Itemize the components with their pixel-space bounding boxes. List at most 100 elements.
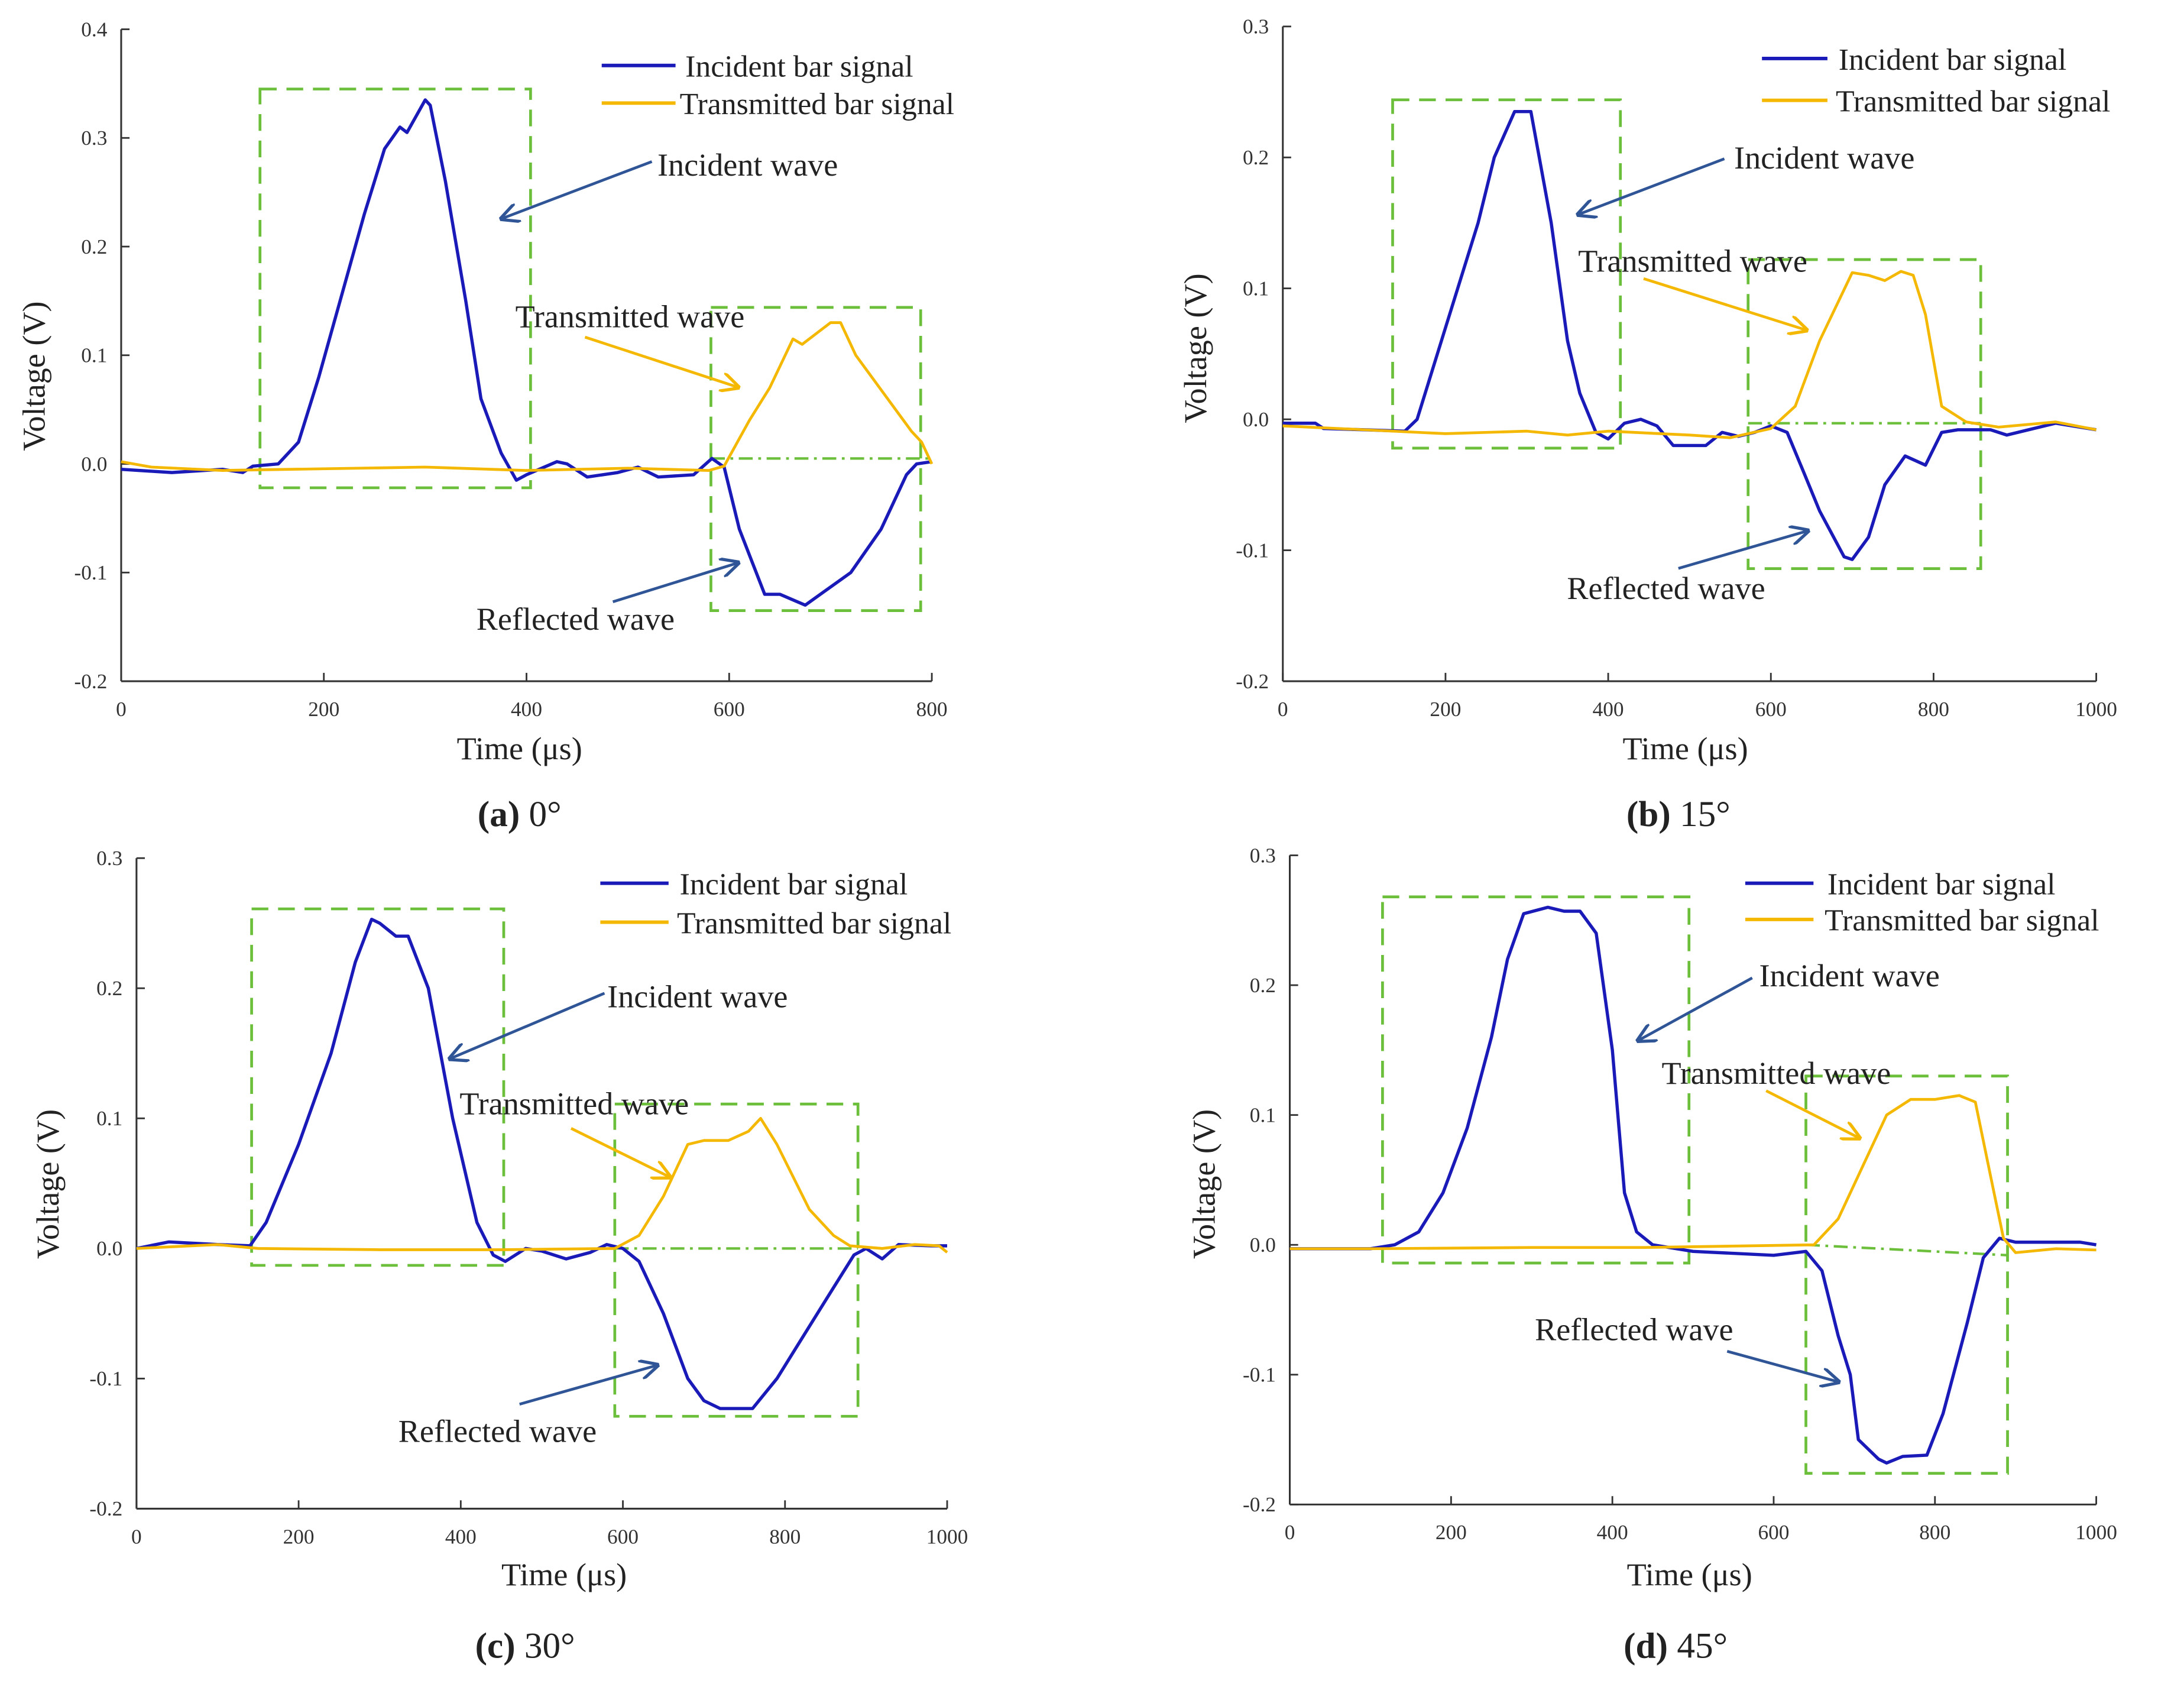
reflected-wave-arrow [612, 563, 738, 604]
x-tick-label: 1000 [2075, 698, 2117, 721]
reflected-wave-annotation: Reflected wave [477, 601, 675, 637]
transmitted-wave-annotation: Transmitted wave [459, 1086, 689, 1122]
x-tick-label: 1000 [926, 1525, 968, 1548]
reflected-wave-annotation: Reflected wave [1535, 1312, 1733, 1347]
x-tick-label: 200 [308, 698, 339, 721]
transmitted-wave-arrow [1765, 1089, 1859, 1138]
panel-caption-letter: (a) [478, 794, 520, 834]
transmitted-wave-arrow [584, 335, 738, 387]
transmitted-signal-line [1289, 1094, 2096, 1254]
transmitted-wave-annotation: Transmitted wave [1662, 1055, 1891, 1091]
wave-highlight-box [1381, 895, 1691, 1265]
x-axis-label: Time (μs) [457, 731, 582, 766]
incident-wave-arrow [1638, 976, 1753, 1041]
y-tick-label: 0.2 [1243, 146, 1269, 169]
x-tick-label: 400 [1593, 698, 1624, 721]
incident-signal-line [1289, 905, 2097, 1465]
legend-label-transmitted: Transmitted bar signal [1836, 85, 2110, 118]
incident-wave-annotation: Incident wave [1759, 958, 1939, 993]
wave-highlight-box [1746, 258, 1982, 570]
x-axis-label: Time (μs) [1623, 731, 1748, 766]
x-axis-label: Time (μs) [1627, 1557, 1752, 1592]
y-axis-label: Voltage (V) [1186, 1109, 1221, 1259]
y-tick-label: 0.1 [96, 1107, 122, 1130]
y-tick-label: 0.3 [81, 127, 107, 150]
panel-caption-letter: (d) [1624, 1626, 1668, 1666]
x-tick-label: 0 [131, 1525, 142, 1548]
y-tick-label: 0.3 [1243, 15, 1269, 38]
incident-signal-line [136, 917, 947, 1410]
y-tick-label: 0.3 [1250, 844, 1276, 867]
transmitted-wave-annotation: Transmitted wave [1578, 243, 1807, 279]
y-tick-label: 0.0 [1243, 408, 1269, 431]
incident-wave-annotation: Incident wave [1734, 140, 1914, 176]
transmitted-signal-line [136, 1116, 948, 1254]
transmitted-signal-line [1282, 270, 2097, 439]
wave-highlight-box [1391, 98, 1622, 450]
incident-wave-arrow [1578, 157, 1725, 215]
x-tick-label: 400 [445, 1525, 477, 1548]
chart-panel-c: 0 200 400 600 800 1000 0.3 0.2 0.1 0.0 -0.1 -0.2 Tim… [30, 847, 968, 1666]
y-tick-label: -0.2 [1243, 1493, 1276, 1516]
y-tick-label: 0.4 [81, 18, 107, 41]
y-tick-label: 0.1 [81, 344, 107, 367]
x-tick-label: 1000 [2075, 1521, 2117, 1544]
incident-wave-arrow [450, 992, 605, 1059]
y-tick-label: 0.0 [1250, 1233, 1276, 1257]
legend-label-incident: Incident bar signal [1839, 43, 2067, 77]
x-tick-label: 800 [1918, 698, 1949, 721]
chart-panel-b: 0 200 400 600 800 1000 0.3 0.2 0.1 0.0 -0.1 -0.2 Tim… [1178, 15, 2117, 834]
x-tick-label: 200 [1430, 698, 1461, 721]
panel-caption-angle: 0° [520, 794, 561, 834]
incident-wave-annotation: Incident wave [607, 979, 788, 1014]
x-tick-label: 600 [607, 1525, 639, 1548]
incident-signal-line [121, 98, 932, 607]
wave-highlight-box [613, 1102, 860, 1418]
x-axis-label: Time (μs) [501, 1557, 627, 1592]
y-axis-label: Voltage (V) [1178, 273, 1213, 423]
legend-label-transmitted: Transmitted bar signal [1825, 904, 2099, 938]
reflected-wave-annotation: Reflected wave [398, 1413, 597, 1449]
x-tick-label: 600 [1758, 1521, 1789, 1544]
x-tick-label: 600 [714, 698, 745, 721]
x-tick-label: 0 [1278, 698, 1288, 721]
incident-signal-line [1282, 110, 2097, 561]
y-tick-label: -0.1 [1236, 539, 1269, 562]
y-axis-label: Voltage (V) [30, 1109, 66, 1259]
panel-caption: (b) 15° [1626, 794, 1731, 834]
y-tick-label: 0.0 [96, 1237, 122, 1260]
zero-reference-dashdot-line [1806, 1244, 2008, 1257]
y-tick-label: 0.3 [96, 847, 122, 870]
reflected-wave-arrow [1678, 531, 1808, 570]
reflected-wave-annotation: Reflected wave [1567, 571, 1765, 606]
legend-label-transmitted: Transmitted bar signal [677, 906, 951, 940]
panel-caption-letter: (b) [1626, 794, 1671, 834]
y-tick-label: 0.1 [1243, 277, 1269, 300]
wave-highlight-box [250, 907, 506, 1267]
x-tick-label: 800 [916, 698, 948, 721]
y-tick-label: -0.1 [74, 561, 107, 584]
wave-highlight-box [258, 88, 532, 490]
y-tick-label: 0.1 [1250, 1103, 1276, 1126]
y-tick-label: -0.2 [89, 1497, 122, 1520]
legend-label-incident: Incident bar signal [680, 867, 908, 901]
x-tick-label: 600 [1755, 698, 1787, 721]
transmitted-wave-annotation: Transmitted wave [516, 299, 745, 335]
x-tick-label: 800 [1919, 1521, 1950, 1544]
y-tick-label: 0.2 [1250, 974, 1276, 997]
y-tick-label: -0.1 [89, 1367, 122, 1390]
x-tick-label: 200 [283, 1525, 315, 1548]
x-tick-label: 0 [1285, 1521, 1295, 1544]
y-tick-label: 0.2 [81, 235, 107, 258]
y-axis-label: Voltage (V) [16, 301, 51, 451]
x-tick-label: 200 [1436, 1521, 1467, 1544]
panel-caption: (d) 45° [1624, 1626, 1728, 1666]
transmitted-signal-line [121, 321, 934, 472]
y-tick-label: 0.0 [81, 452, 107, 475]
legend-label-incident: Incident bar signal [685, 50, 913, 84]
transmitted-wave-arrow [1643, 277, 1807, 330]
y-tick-label: -0.1 [1243, 1364, 1276, 1387]
reflected-wave-arrow [1726, 1349, 1838, 1382]
wave-highlight-box [1804, 1074, 2009, 1475]
